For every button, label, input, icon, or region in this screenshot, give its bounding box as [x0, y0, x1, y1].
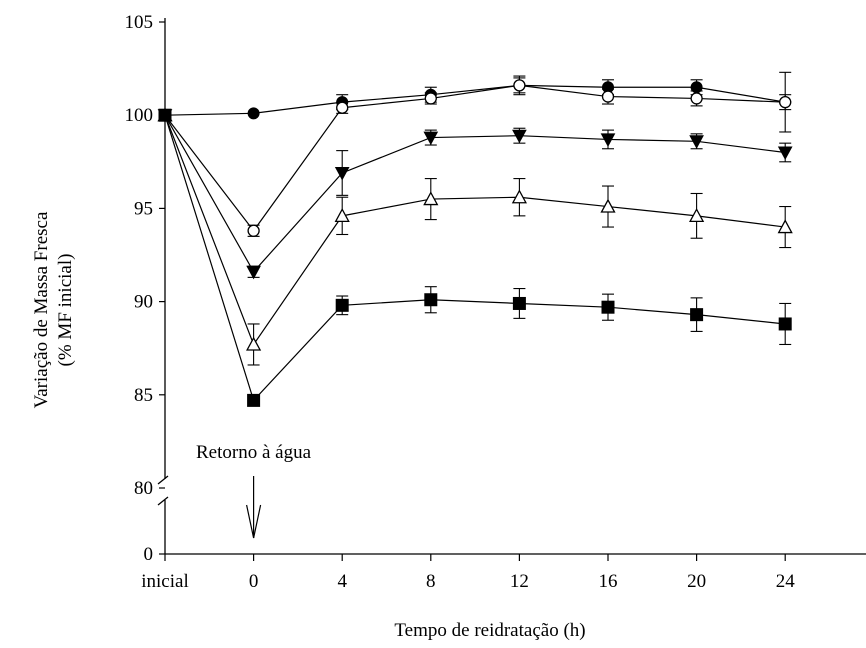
- x-axis-title: Tempo de reidratação (h): [300, 620, 680, 642]
- data-point: [337, 102, 348, 113]
- data-point: [779, 318, 791, 330]
- y-axis-break-mark-lower: [158, 497, 168, 505]
- data-point: [247, 338, 260, 350]
- data-point: [425, 93, 436, 104]
- y-tick-label: 100: [125, 105, 154, 126]
- series-line: [165, 85, 785, 230]
- data-point: [248, 108, 259, 119]
- x-tick-label: 8: [426, 571, 436, 592]
- annotation-return-to-water: Retorno à água: [196, 442, 356, 464]
- series-group: [159, 72, 792, 406]
- x-tick-label: 24: [776, 571, 796, 592]
- data-point: [779, 147, 792, 159]
- data-point: [513, 297, 525, 309]
- y-axis-title: Variação de Massa Fresca (% MF inicial): [14, 110, 94, 510]
- y-tick-label: 105: [125, 12, 154, 33]
- series-line: [165, 115, 785, 400]
- x-tick-label: 20: [687, 571, 706, 592]
- y-tick-label: 80: [134, 478, 153, 499]
- y-tick-label: 0: [144, 544, 154, 565]
- data-point: [514, 80, 525, 91]
- x-tick-label: 4: [337, 571, 347, 592]
- data-point: [603, 91, 614, 102]
- data-point: [691, 309, 703, 321]
- x-tick-label: inicial: [141, 571, 188, 592]
- data-point: [248, 394, 260, 406]
- data-point: [425, 294, 437, 306]
- data-point: [247, 266, 260, 278]
- data-point: [780, 97, 791, 108]
- data-point: [159, 109, 171, 121]
- y-tick-label: 95: [134, 198, 153, 219]
- y-axis-break-mark-upper: [158, 476, 168, 484]
- data-point: [248, 225, 259, 236]
- y-axis-title-line-1: Variação de Massa Fresca: [30, 110, 54, 510]
- x-tick-label: 0: [249, 571, 259, 592]
- y-tick-label: 85: [134, 385, 153, 406]
- data-point: [602, 301, 614, 313]
- y-tick-label: 90: [134, 292, 153, 313]
- x-tick-label: 16: [599, 571, 618, 592]
- data-point: [691, 93, 702, 104]
- data-point: [336, 299, 348, 311]
- x-tick-label: 12: [510, 571, 529, 592]
- y-axis-title-line-2: (% MF inicial): [54, 110, 78, 510]
